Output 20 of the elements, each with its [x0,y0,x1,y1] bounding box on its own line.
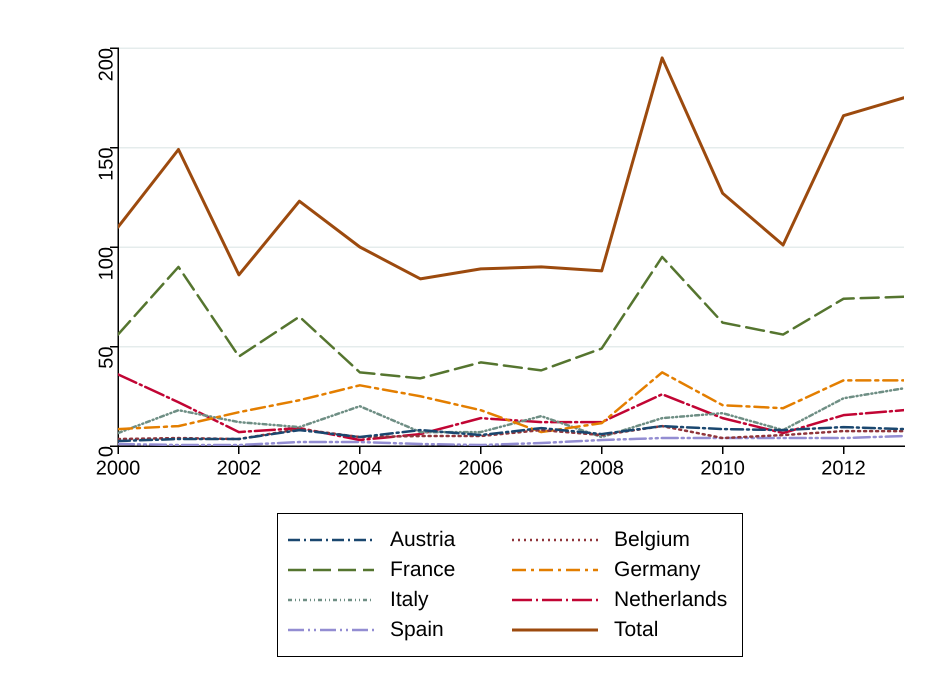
x-tick-label: 2010 [700,458,745,480]
y-tick-label: 50 [96,346,118,369]
legend-label: Total [614,618,658,642]
legend-label: France [390,558,456,582]
y-tick-label: 150 [96,148,118,181]
y-tick-label: 0 [96,446,118,458]
x-tick-label: 2002 [216,458,262,480]
legend-label: Netherlands [614,588,728,612]
legend-label: Spain [390,618,444,642]
legend-label: Belgium [614,528,690,552]
legend-label: Germany [614,558,700,582]
legend-label: Italy [390,588,429,612]
y-tick-label: 200 [96,48,118,82]
x-tick-label: 2006 [458,458,504,480]
x-tick-label: 2000 [96,458,140,480]
x-tick-label: 2008 [579,458,624,480]
y-tick-label: 100 [96,247,118,280]
x-tick-label: 2004 [338,458,382,480]
x-tick-label: 2012 [821,458,866,480]
legend-label: Austria [390,528,456,552]
